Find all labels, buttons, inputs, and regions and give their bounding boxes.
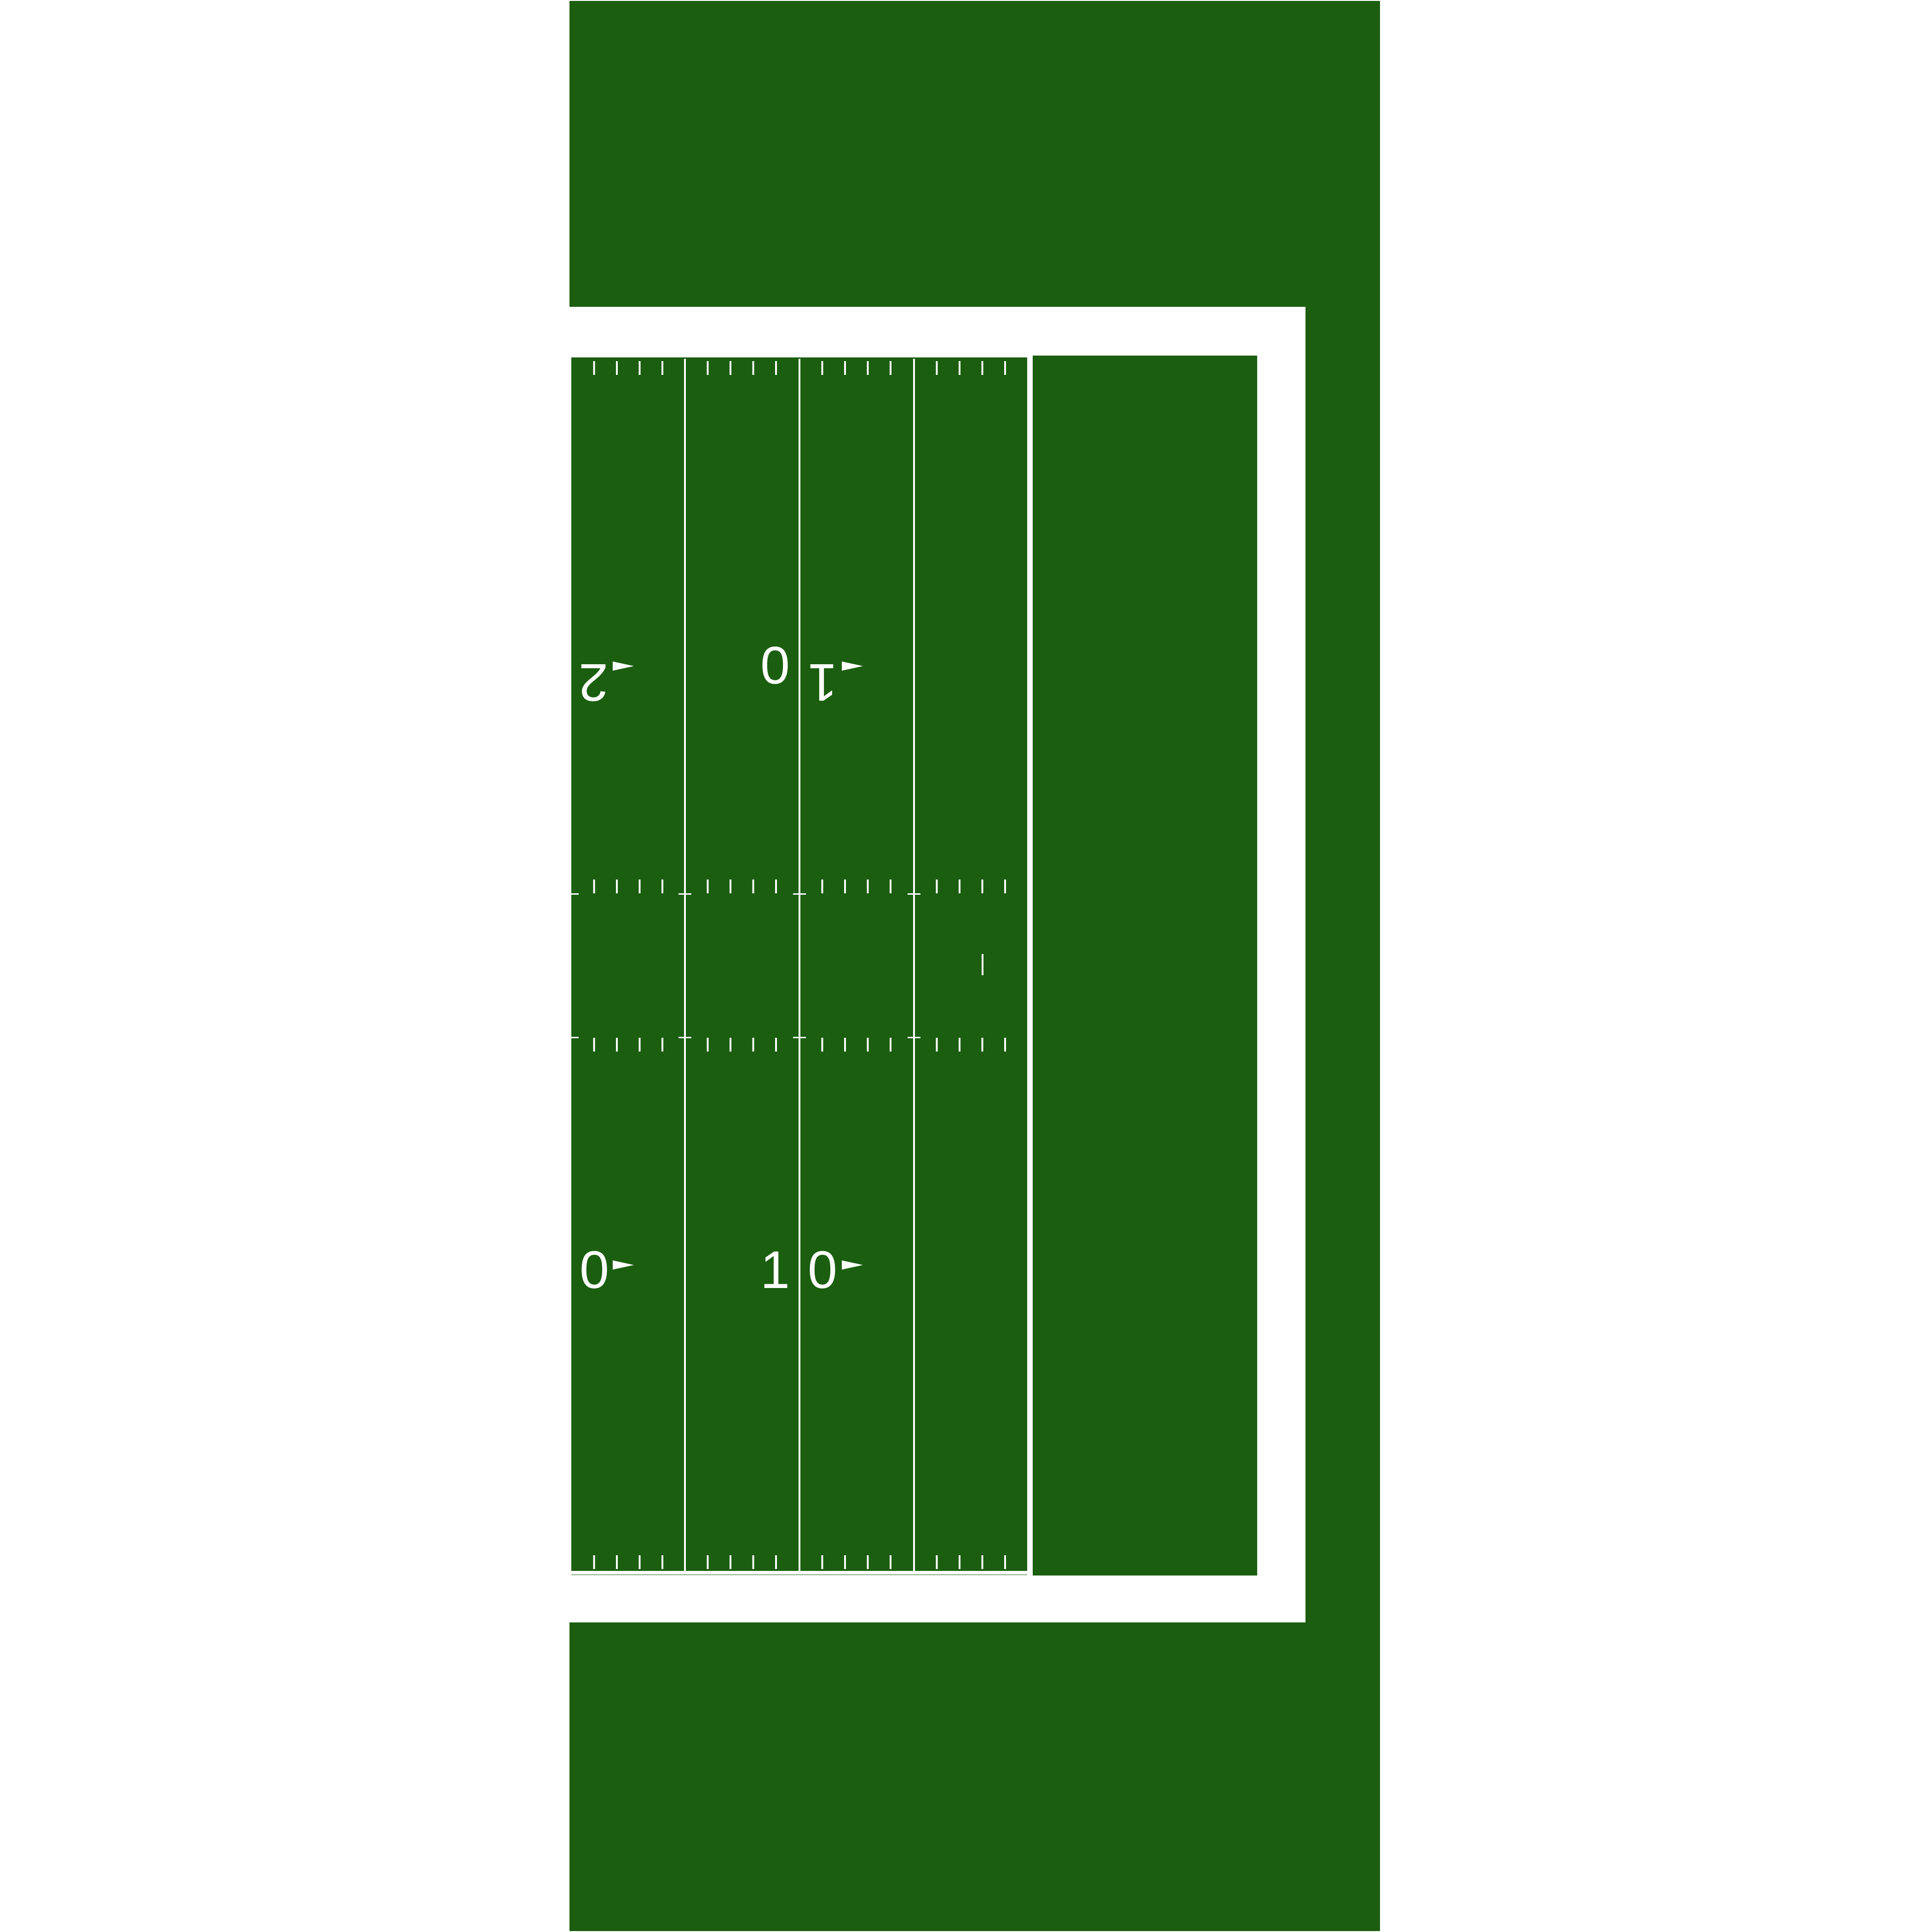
hash-tick <box>1004 1038 1006 1052</box>
yard-number-upper-mid-one: 1 <box>808 653 837 712</box>
sideline-bottom <box>569 1571 1029 1575</box>
yard-line <box>799 359 800 1571</box>
hash-tick <box>616 1038 618 1052</box>
sideline-tick <box>661 1555 663 1569</box>
direction-arrow-icon <box>613 661 634 671</box>
yard-number-lower-mid-zero: 0 <box>808 1241 837 1300</box>
sideline-tick <box>775 361 777 375</box>
sideline-ticks <box>593 361 1006 1569</box>
hash-tick <box>981 1038 983 1052</box>
yard-number-lower-mid-one: 1 <box>760 1241 790 1300</box>
hash-tick <box>959 880 960 893</box>
hash-crossbar <box>678 893 691 895</box>
hash-tick <box>936 1038 938 1052</box>
hash-crossbar <box>908 893 920 895</box>
hash-tick <box>1004 880 1006 893</box>
sideline-tick <box>775 1555 777 1569</box>
sideline-tick <box>936 1555 938 1569</box>
hash-tick <box>890 880 891 893</box>
sideline-tick <box>1004 1555 1006 1569</box>
field-marker <box>982 954 983 975</box>
direction-arrow-icon <box>842 1260 863 1270</box>
sideline-tick <box>707 1555 709 1569</box>
hash-tick <box>707 1038 709 1052</box>
sideline-tick <box>844 1555 846 1569</box>
yard-line <box>684 359 686 1571</box>
hash-tick <box>936 880 938 893</box>
hash-tick <box>593 1038 595 1052</box>
sideline-tick <box>936 361 938 375</box>
yard-number-upper-mid-zero: 0 <box>760 636 790 695</box>
hash-tick <box>730 880 731 893</box>
hash-tick <box>821 1038 823 1052</box>
end-zone <box>1033 356 1257 1576</box>
hash-tick <box>775 880 777 893</box>
hash-tick <box>616 880 618 893</box>
hash-tick <box>752 880 754 893</box>
hash-tick <box>867 880 869 893</box>
hash-tick <box>775 1038 777 1052</box>
sideline-tick <box>844 361 846 375</box>
sideline-tick <box>890 361 891 375</box>
sideline-tick <box>638 361 641 375</box>
yard-number-upper-left: 2 <box>579 653 608 712</box>
sideline-tick <box>867 361 869 375</box>
hash-tick <box>867 1038 869 1052</box>
direction-arrow-icon <box>613 1260 634 1270</box>
sideline-tick <box>730 1555 731 1569</box>
sideline-tick <box>867 1555 869 1569</box>
sideline-tick <box>752 1555 754 1569</box>
sideline-tick <box>981 361 983 375</box>
sideline-tick <box>821 1555 823 1569</box>
sideline-tick <box>593 1555 595 1569</box>
hash-tick <box>593 880 595 893</box>
hash-tick <box>707 880 709 893</box>
hash-crossbar <box>908 1037 920 1038</box>
hash-tick <box>890 1038 891 1052</box>
yard-lines <box>684 359 915 1571</box>
sideline-tick <box>1004 361 1006 375</box>
hash-tick <box>844 1038 846 1052</box>
sideline-tick <box>752 361 754 375</box>
hash-marks <box>566 880 1006 1052</box>
hash-crossbar <box>566 1037 579 1038</box>
sideline-tick <box>981 1555 983 1569</box>
yard-number-lower-left: 0 <box>580 1241 609 1300</box>
hash-tick <box>752 1038 754 1052</box>
goal-line <box>1027 357 1030 1575</box>
hash-crossbar <box>793 1037 806 1038</box>
sideline-tick <box>593 361 595 375</box>
hash-tick <box>661 1038 663 1052</box>
sideline-tick <box>821 361 823 375</box>
yard-line <box>913 359 915 1571</box>
sideline-tick <box>638 1555 641 1569</box>
hash-tick <box>844 880 846 893</box>
hash-crossbar <box>566 893 579 895</box>
hash-tick <box>959 1038 960 1052</box>
hash-tick <box>661 880 663 893</box>
hash-tick <box>821 880 823 893</box>
sideline-tick <box>959 1555 960 1569</box>
sideline-top <box>569 355 1029 357</box>
hash-tick <box>981 880 983 893</box>
sideline-tick <box>707 361 709 375</box>
sideline-tick <box>890 1555 891 1569</box>
sideline-tick <box>616 1555 618 1569</box>
sideline-tick <box>730 361 731 375</box>
hash-tick <box>638 880 641 893</box>
hash-crossbar <box>678 1037 691 1038</box>
hash-tick <box>638 1038 641 1052</box>
sideline-tick <box>616 361 618 375</box>
direction-arrow-icon <box>842 661 863 671</box>
sideline-tick <box>959 361 960 375</box>
hash-crossbar <box>793 893 806 895</box>
hash-tick <box>730 1038 731 1052</box>
sideline-tick <box>661 361 663 375</box>
